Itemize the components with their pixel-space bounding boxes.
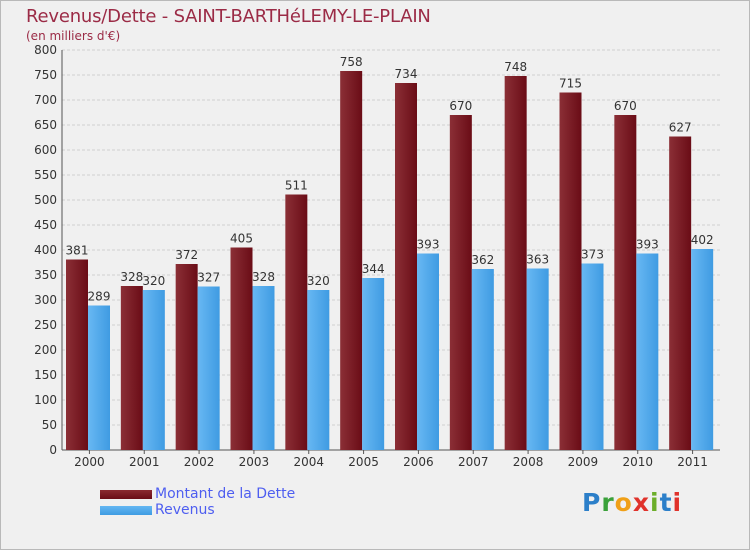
logo-letter: x [632, 488, 650, 517]
data-label: 393 [417, 238, 440, 252]
bar-dette [66, 259, 88, 450]
x-tick-label: 2011 [677, 455, 708, 469]
bar-dette [614, 115, 637, 450]
data-label: 402 [691, 233, 714, 247]
data-label: 393 [636, 238, 659, 252]
y-tick-label: 650 [34, 118, 57, 132]
bar-dette [285, 194, 308, 450]
x-tick-label: 2002 [184, 455, 215, 469]
legend-label-dette: Montant de la Dette [155, 486, 296, 502]
logo-letter: i [650, 488, 660, 517]
bar-revenus [526, 268, 549, 450]
bar-revenus [88, 305, 110, 450]
bar-revenus [581, 263, 604, 450]
x-tick-label: 2009 [568, 455, 599, 469]
y-tick-label: 550 [34, 168, 57, 182]
y-tick-label: 0 [49, 443, 57, 457]
data-label: 320 [142, 274, 165, 288]
y-tick-label: 150 [34, 368, 57, 382]
data-label: 758 [340, 55, 363, 69]
bar-dette [395, 83, 417, 450]
bar-dette [449, 115, 472, 450]
data-label: 373 [581, 248, 604, 262]
bar-revenus [362, 278, 385, 450]
bar-revenus [307, 290, 330, 450]
data-label: 363 [526, 253, 549, 267]
data-label: 320 [307, 274, 330, 288]
data-label: 372 [175, 248, 198, 262]
x-tick-label: 2008 [513, 455, 544, 469]
y-tick-label: 100 [34, 393, 57, 407]
bar-revenus [636, 253, 659, 450]
legend-swatch-revenus [100, 506, 152, 515]
logo-letter: P [582, 488, 602, 517]
data-label: 328 [252, 270, 275, 284]
y-tick-label: 250 [34, 318, 57, 332]
x-tick-label: 2006 [403, 455, 434, 469]
data-label: 511 [285, 179, 308, 193]
y-tick-label: 800 [34, 43, 57, 57]
bar-dette [669, 136, 692, 450]
x-tick-label: 2010 [622, 455, 653, 469]
bar-dette [504, 76, 527, 450]
data-label: 289 [88, 290, 111, 304]
legend-swatch-dette [100, 490, 152, 499]
bar-revenus [252, 286, 275, 450]
data-label: 670 [614, 99, 637, 113]
y-tick-label: 50 [42, 418, 57, 432]
logo-letter: t [659, 488, 673, 517]
y-tick-label: 400 [34, 243, 57, 257]
x-tick-label: 2001 [129, 455, 160, 469]
y-tick-label: 700 [34, 93, 57, 107]
data-label: 748 [504, 60, 527, 74]
data-label: 362 [471, 253, 494, 267]
data-label: 327 [197, 271, 220, 285]
x-tick-label: 2000 [74, 455, 105, 469]
bar-revenus [197, 286, 220, 450]
logo-letter: i [672, 488, 683, 517]
proxiti-logo: Proxiti [582, 488, 682, 517]
x-tick-label: 2004 [293, 455, 324, 469]
data-label: 344 [362, 262, 385, 276]
y-tick-label: 600 [34, 143, 57, 157]
data-label: 328 [120, 270, 143, 284]
bar-revenus [471, 269, 494, 450]
bar-revenus [691, 249, 714, 450]
data-label: 405 [230, 232, 253, 246]
bar-dette [559, 92, 582, 450]
y-tick-label: 350 [34, 268, 57, 282]
bar-revenus [142, 290, 165, 450]
y-tick-label: 300 [34, 293, 57, 307]
y-tick-label: 200 [34, 343, 57, 357]
y-tick-label: 750 [34, 68, 57, 82]
chart-title: Revenus/Dette - SAINT-BARTHéLEMY-LE-PLAI… [26, 6, 431, 27]
bar-revenus [417, 253, 439, 450]
data-label: 715 [559, 77, 582, 91]
bar-dette [175, 264, 198, 450]
logo-letter: r [601, 488, 615, 517]
data-label: 381 [66, 244, 89, 258]
chart-subtitle: (en milliers d'€) [26, 29, 121, 43]
logo-letter: o [614, 488, 633, 517]
legend-label-revenus: Revenus [155, 502, 215, 518]
data-label: 734 [395, 67, 418, 81]
bar-dette [120, 286, 143, 450]
bar-dette [230, 247, 253, 450]
data-label: 627 [669, 121, 692, 135]
data-label: 670 [449, 99, 472, 113]
x-tick-label: 2003 [239, 455, 270, 469]
x-tick-label: 2007 [458, 455, 489, 469]
y-tick-label: 500 [34, 193, 57, 207]
y-tick-label: 450 [34, 218, 57, 232]
x-tick-label: 2005 [348, 455, 379, 469]
bar-dette [340, 71, 363, 450]
